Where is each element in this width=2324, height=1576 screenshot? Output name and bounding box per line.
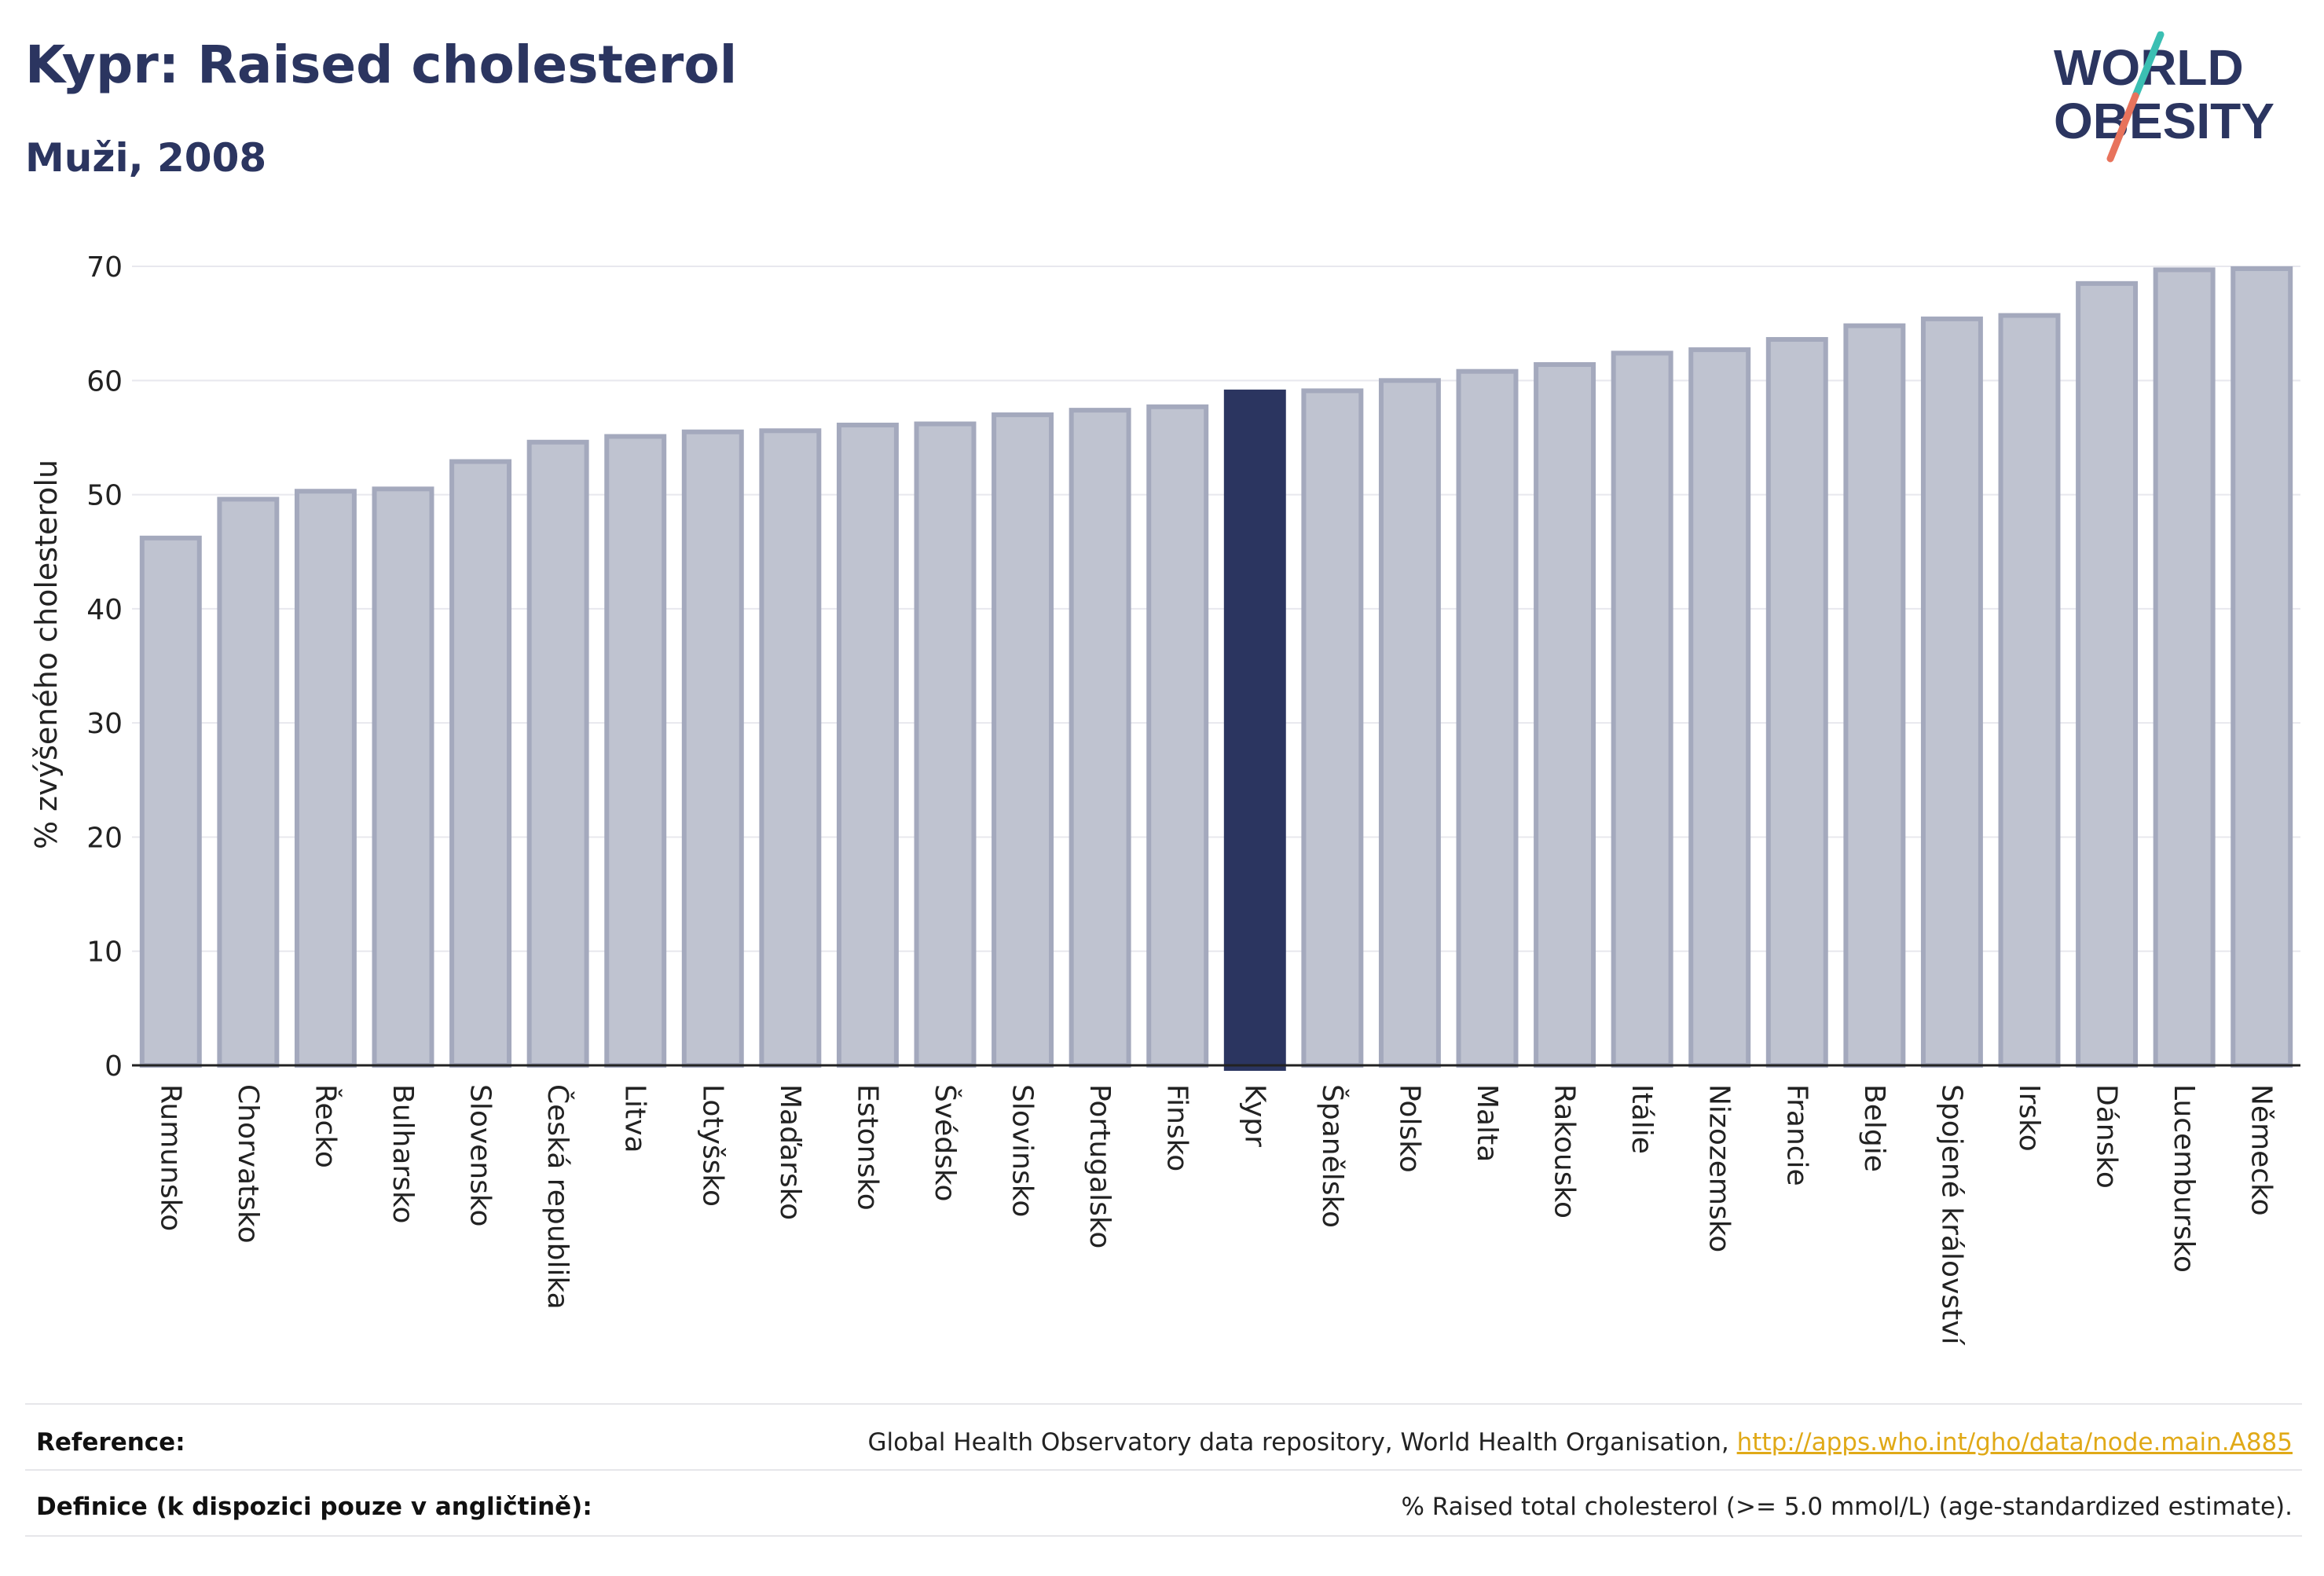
bar-slovinsko[interactable] <box>992 412 1054 1068</box>
bar-polsko[interactable] <box>1378 378 1441 1068</box>
bar-lucembursko[interactable] <box>2153 267 2216 1068</box>
x-tick-label: Španělsko <box>1316 1084 1349 1228</box>
x-tick-label: Slovensko <box>464 1084 497 1227</box>
x-tick-label: Kypr <box>1238 1084 1270 1147</box>
x-tick-label: Lucembursko <box>2168 1084 2200 1273</box>
bar-rumunsko[interactable] <box>139 535 202 1068</box>
x-tick-label: Finsko <box>1161 1084 1193 1171</box>
x-tick-label: Portugalsko <box>1083 1084 1116 1248</box>
x-tick-label: Česká republika <box>541 1084 574 1310</box>
bar-švédsko[interactable] <box>914 421 977 1068</box>
bars <box>139 266 2293 1072</box>
x-tick-label: Německo <box>2245 1084 2278 1216</box>
chart-subtitle: Muži, 2008 <box>25 135 267 181</box>
bar-francie[interactable] <box>1765 337 1828 1068</box>
x-tick-label: Nizozemsko <box>1703 1084 1736 1252</box>
bar-slovensko[interactable] <box>449 459 512 1068</box>
bar-řecko[interactable] <box>294 489 357 1068</box>
x-tick-label: Malta <box>1471 1084 1503 1162</box>
footer-divider-middle <box>25 1469 2302 1471</box>
bar-portugalsko[interactable] <box>1069 408 1131 1068</box>
bar-dánsko[interactable] <box>2076 280 2139 1068</box>
y-tick-label: 50 <box>86 480 123 512</box>
reference-link[interactable]: http://apps.who.int/gho/data/node.main.A… <box>1736 1428 2293 1457</box>
bar-chorvatsko[interactable] <box>217 497 280 1068</box>
x-tick-label: Dánsko <box>2091 1084 2123 1189</box>
x-tick-label: Litva <box>619 1084 651 1153</box>
x-tick-label: Polsko <box>1393 1084 1425 1173</box>
x-tick-label: Rakousko <box>1549 1084 1581 1219</box>
bar-spojené-království[interactable] <box>1920 316 1983 1068</box>
x-tick-label: Bulharsko <box>387 1084 419 1224</box>
bar-itálie[interactable] <box>1611 350 1673 1068</box>
x-tick-labels: Rumunsko Chorvatsko Řecko Bulharsko Slovensk… <box>154 1084 2277 1346</box>
y-tick-label: 60 <box>86 365 123 398</box>
x-tick-label: Chorvatsko <box>232 1084 264 1244</box>
x-tick-label: Itálie <box>1626 1084 1658 1154</box>
x-tick-label: Estonsko <box>851 1084 883 1211</box>
x-tick-label: Spojené království <box>1935 1084 1967 1346</box>
x-tick-label: Lotyšsko <box>696 1084 728 1207</box>
bar-maďarsko[interactable] <box>759 428 822 1068</box>
x-tick-label: Belgie <box>1858 1084 1890 1172</box>
bar-rakousko[interactable] <box>1534 361 1596 1068</box>
reference-label: Reference: <box>36 1428 185 1457</box>
x-tick-label: Slovinsko <box>1006 1084 1039 1217</box>
footer-divider-bottom <box>25 1535 2302 1537</box>
reference-source: Global Health Observatory data repositor… <box>867 1428 1729 1457</box>
bar-belgie[interactable] <box>1843 323 1906 1068</box>
bar-finsko[interactable] <box>1146 404 1209 1068</box>
logo-slash-coral <box>2106 92 2139 163</box>
x-tick-label: Rumunsko <box>154 1084 186 1231</box>
bar-lotyšsko[interactable] <box>681 429 744 1068</box>
logo-slash-teal <box>2132 31 2165 100</box>
bar-litva[interactable] <box>604 434 667 1068</box>
x-tick-label: Francie <box>1780 1084 1813 1186</box>
bar-česká-republika[interactable] <box>526 439 589 1068</box>
y-axis-label: % zvýšeného cholesterolu <box>29 460 64 849</box>
y-tick-label: 20 <box>86 822 123 854</box>
bar-bulharsko[interactable] <box>372 486 434 1068</box>
y-tick-label: 30 <box>86 708 123 740</box>
bar-malta[interactable] <box>1456 368 1519 1068</box>
y-tick-labels: 0 10 20 30 40 50 60 70 <box>86 251 123 1083</box>
world-obesity-logo: WORLD OBESITY <box>2054 31 2275 163</box>
bar-německo[interactable] <box>2231 266 2293 1068</box>
bar-španělsko[interactable] <box>1301 388 1364 1068</box>
definition-label: Definice (k dispozici pouze v angličtině… <box>36 1493 592 1521</box>
bar-nizozemsko[interactable] <box>1688 347 1751 1068</box>
bar-chart: 0 10 20 30 40 50 60 70 Rumunsko Chorvatsko Řecko B… <box>29 251 2300 1346</box>
y-tick-label: 10 <box>86 936 123 969</box>
reference-text: Global Health Observatory data repositor… <box>868 1428 2293 1457</box>
logo-text-obesity: OBESITY <box>2054 93 2275 149</box>
y-tick-label: 70 <box>86 251 123 284</box>
bar-kypr[interactable] <box>1223 389 1286 1072</box>
chart-title: Kypr: Raised cholesterol <box>25 35 738 95</box>
bar-estonsko[interactable] <box>836 422 899 1068</box>
x-tick-label: Irsko <box>2013 1084 2045 1152</box>
x-tick-label: Řecko <box>309 1084 342 1168</box>
footer-divider-top <box>25 1403 2302 1405</box>
x-tick-label: Maďarsko <box>774 1084 806 1220</box>
y-tick-label: 0 <box>104 1050 123 1083</box>
bar-irsko[interactable] <box>1998 313 2061 1068</box>
definition-text: % Raised total cholesterol (>= 5.0 mmol/… <box>1401 1493 2293 1521</box>
x-tick-label: Švédsko <box>929 1084 962 1202</box>
y-tick-label: 40 <box>86 594 123 626</box>
